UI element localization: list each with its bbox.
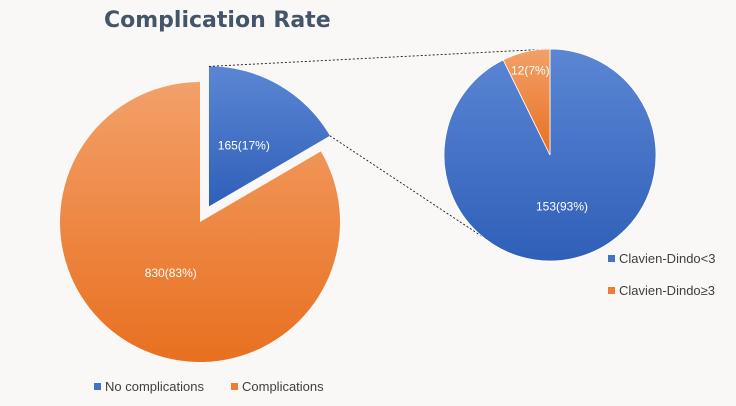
main-legend: No complications Complications bbox=[94, 379, 324, 394]
sub-slice-label: 12(7%) bbox=[511, 63, 550, 77]
connector-lines bbox=[208, 48, 551, 238]
main-legend-label: Complications bbox=[242, 379, 324, 394]
connector-line bbox=[329, 135, 483, 238]
sub-legend-label: Clavien-Dindo≥3 bbox=[619, 283, 715, 298]
main-pie: 830(83%) 165(17%) bbox=[59, 66, 341, 362]
sub-legend-marker bbox=[608, 287, 615, 294]
sub-pie: 153(93%) 12(7%) bbox=[443, 48, 657, 262]
main-slice-complications bbox=[208, 66, 330, 207]
main-slice-no-complications bbox=[59, 82, 341, 362]
sub-slice-label: 153(93%) bbox=[536, 200, 588, 214]
main-legend-item-no-complications: No complications bbox=[94, 379, 204, 394]
sub-legend-label: Clavien-Dindo<3 bbox=[619, 251, 715, 266]
sub-legend-marker bbox=[608, 255, 615, 262]
main-legend-item-complications: Complications bbox=[231, 379, 324, 394]
sub-slice-clavien-dindo-3 bbox=[502, 48, 551, 156]
sub-legend-item-clavien-dindo-3: Clavien-Dindo<3 bbox=[608, 251, 715, 266]
chart-title: Complication Rate bbox=[104, 8, 331, 33]
sub-legend: Clavien-Dindo<3 Clavien-Dindo≥3 bbox=[608, 251, 715, 298]
main-legend-marker bbox=[94, 383, 101, 390]
main-legend-marker bbox=[231, 383, 238, 390]
sub-legend-item-clavien-dindo-3: Clavien-Dindo≥3 bbox=[608, 283, 715, 298]
main-slice-label: 830(83%) bbox=[145, 266, 197, 280]
connector-line bbox=[208, 48, 551, 67]
main-slice-label: 165(17%) bbox=[218, 139, 270, 153]
main-legend-label: No complications bbox=[105, 379, 204, 394]
